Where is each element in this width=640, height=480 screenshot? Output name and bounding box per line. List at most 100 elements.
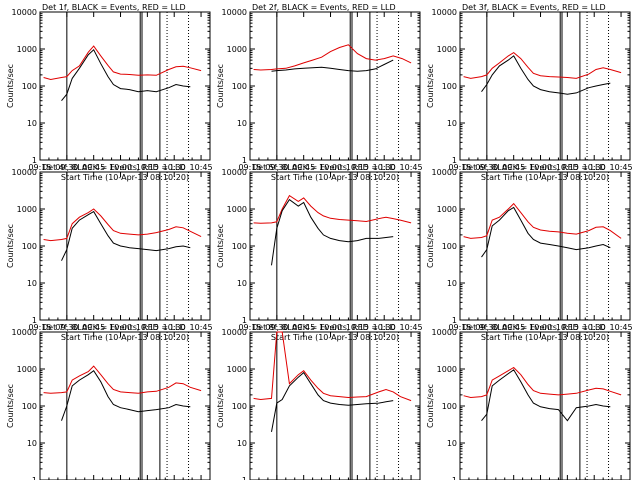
detector-panel-4: Det 4f, BLACK = Events, RED = LLD 1 10 100 1… <box>6 163 213 342</box>
x-axis-label: Start Time (10-Apr-13 08:10:20) <box>481 173 609 182</box>
panel-title: Det 7f, BLACK = Events, RED = LLD <box>42 323 186 332</box>
x-tick-label: 10:15 <box>136 323 159 332</box>
y-tick-label: 1 <box>452 156 457 165</box>
x-tick-label: 10:00 <box>529 163 552 172</box>
y-tick-label: 10 <box>237 279 247 288</box>
x-tick-label: 10:30 <box>163 323 186 332</box>
red-lld-series-line <box>43 365 202 394</box>
y-tick-label: 1 <box>242 156 247 165</box>
y-axis-label: Counts/sec <box>6 224 15 268</box>
y-tick-label: 1 <box>32 476 37 480</box>
y-tick-label: 10 <box>237 119 247 128</box>
y-axis-label: Counts/sec <box>216 64 225 108</box>
x-tick-label: 10:15 <box>346 323 369 332</box>
y-tick-label: 10 <box>27 119 37 128</box>
x-tick-label: 10:00 <box>319 323 342 332</box>
y-tick-label: 10 <box>447 119 457 128</box>
x-tick-label: 09:45 <box>502 323 525 332</box>
x-tick-label: 09:45 <box>292 323 315 332</box>
y-axis-label: Counts/sec <box>216 224 225 268</box>
x-tick-label: 09:30 <box>265 163 288 172</box>
black-events-series-line <box>481 206 611 258</box>
y-tick-label: 10 <box>27 279 37 288</box>
x-axis-label: Start Time (10-Apr-13 08:10:20) <box>61 333 189 342</box>
red-lld-series-line <box>463 366 622 399</box>
x-tick-label: 10:15 <box>346 163 369 172</box>
red-lld-series-line <box>253 44 412 71</box>
black-events-series-line <box>271 59 394 72</box>
detector-panel-8: Det 8f, BLACK = Events, RED = LLD 1 10 100 1… <box>216 323 421 480</box>
y-tick-label: 100 <box>22 82 37 91</box>
panel-title: Det 9f, BLACK = Events, RED = LLD <box>462 323 606 332</box>
detector-panel-7: Det 7f, BLACK = Events, RED = LLD 1 10 100 1… <box>6 323 211 480</box>
y-tick-label: 10000 <box>432 328 457 337</box>
y-tick-label: 1000 <box>227 365 247 374</box>
y-axis-label: Counts/sec <box>426 64 435 108</box>
y-axis-label: Counts/sec <box>426 224 435 268</box>
y-tick-label: 1000 <box>437 45 457 54</box>
black-events-series-line <box>481 55 611 95</box>
y-tick-label: 1 <box>242 316 247 325</box>
x-tick-label: 09:45 <box>502 163 525 172</box>
x-tick-label: 10:30 <box>583 163 606 172</box>
detector-panel-3: Det 3f, BLACK = Events, RED = LLD 1 10 100 1… <box>426 3 633 182</box>
x-tick-label: 10:45 <box>400 163 423 172</box>
x-tick-label: 09:15 <box>28 163 51 172</box>
x-tick-label: 10:45 <box>400 323 423 332</box>
x-tick-label: 10:15 <box>556 163 579 172</box>
detector-panel-1: Det 1f, BLACK = Events, RED = LLD 1 10 100 1… <box>6 3 213 182</box>
y-tick-label: 100 <box>442 402 457 411</box>
y-tick-label: 10000 <box>432 8 457 17</box>
x-tick-label: 09:30 <box>55 323 78 332</box>
x-axis-label: Start Time (10-Apr-13 08:10:20) <box>61 173 189 182</box>
x-tick-label: 09:45 <box>292 163 315 172</box>
x-axis-label: Start Time (10-Apr-13 08:10:20) <box>481 333 609 342</box>
y-tick-label: 1000 <box>437 365 457 374</box>
red-lld-series-line <box>253 194 412 224</box>
y-tick-label: 100 <box>232 402 247 411</box>
x-tick-label: 10:30 <box>373 323 396 332</box>
y-tick-label: 10000 <box>12 8 37 17</box>
panel-title: Det 5f, BLACK = Events, RED = LLD <box>252 163 396 172</box>
y-tick-label: 1000 <box>227 205 247 214</box>
x-tick-label: 10:30 <box>583 323 606 332</box>
y-axis-label: Counts/sec <box>216 384 225 428</box>
x-tick-label: 09:15 <box>448 163 471 172</box>
black-events-series-line <box>271 371 394 432</box>
y-tick-label: 1000 <box>227 45 247 54</box>
red-lld-series-line <box>253 331 412 402</box>
y-tick-label: 1 <box>242 476 247 480</box>
detector-panel-5: Det 5f, BLACK = Events, RED = LLD 1 10 100 1… <box>216 163 423 342</box>
x-axis-label: Start Time (10-Apr-13 08:10:20) <box>271 333 399 342</box>
y-axis-label: Counts/sec <box>6 64 15 108</box>
x-tick-label: 10:30 <box>163 163 186 172</box>
x-axis-label: Start Time (10-Apr-13 08:10:20) <box>271 173 399 182</box>
black-events-series-line <box>481 369 611 422</box>
y-tick-label: 100 <box>232 82 247 91</box>
x-tick-label: 09:30 <box>55 163 78 172</box>
x-tick-label: 09:15 <box>238 163 261 172</box>
y-tick-label: 100 <box>232 242 247 251</box>
y-tick-label: 1000 <box>17 45 37 54</box>
x-tick-label: 10:45 <box>190 163 213 172</box>
y-tick-label: 10 <box>447 439 457 448</box>
x-tick-label: 10:00 <box>529 323 552 332</box>
panel-title: Det 2f, BLACK = Events, RED = LLD <box>252 3 396 12</box>
red-lld-series-line <box>463 202 622 239</box>
y-tick-label: 100 <box>442 82 457 91</box>
y-tick-label: 10000 <box>432 168 457 177</box>
detector-panel-9: Det 9f, BLACK = Events, RED = LLD 1 10 100 1… <box>426 323 631 480</box>
x-tick-label: 09:30 <box>475 323 498 332</box>
red-lld-series-line <box>43 208 202 242</box>
plot-frame <box>249 171 421 321</box>
panel-title: Det 4f, BLACK = Events, RED = LLD <box>42 163 186 172</box>
x-tick-label: 09:15 <box>238 323 261 332</box>
y-tick-label: 1 <box>452 476 457 480</box>
y-tick-label: 10000 <box>12 168 37 177</box>
y-tick-label: 10 <box>237 439 247 448</box>
detector-panel-6: Det 6f, BLACK = Events, RED = LLD 1 10 100 1… <box>426 163 633 342</box>
y-tick-label: 1000 <box>17 205 37 214</box>
x-tick-label: 10:00 <box>109 163 132 172</box>
plot-frame <box>459 171 631 321</box>
